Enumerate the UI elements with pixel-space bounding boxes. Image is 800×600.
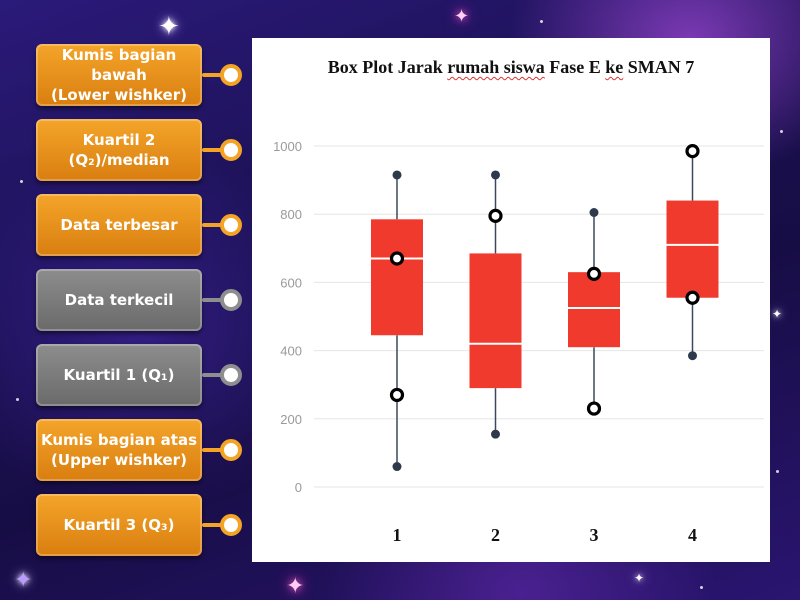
card-drag-handle[interactable] [220,364,242,386]
card-drag-handle[interactable] [220,214,242,236]
box-plot-chart: 0 200 400 600 800 1000 1 2 3 4 [273,139,764,545]
chart-title-part: SMAN 7 [623,57,695,77]
answer-card-min[interactable]: Data terkecil [36,269,202,331]
star-dot [540,20,543,23]
sparkle-star-icon: ✦ [454,6,470,27]
answer-card-label: Kumis bagian atas (Upper wishker) [40,430,198,469]
box-body [568,272,620,348]
box-body [666,200,719,298]
card-connector [202,523,224,527]
x-tick-label: 4 [688,525,697,545]
max-point [491,170,500,180]
card-drag-handle[interactable] [220,139,242,161]
answer-card-label: Kuartil 2 (Q₂)/median [68,130,170,169]
answer-card-median[interactable]: Kuartil 2 (Q₂)/median [36,119,202,181]
chart-title-part: rumah siswa [447,57,545,77]
y-tick-label: 0 [295,480,302,495]
box-body [469,253,522,389]
chart-title-part: ke [605,57,624,77]
max-point [589,207,599,217]
min-point [491,429,500,439]
box-body [371,219,423,336]
answer-card-label: Kuartil 1 (Q₁) [63,365,175,384]
card-connector [202,448,224,452]
min-point [688,351,697,361]
sparkle-star-icon: ✦ [634,571,645,585]
y-tick-label: 1000 [273,139,302,154]
answer-card-q3[interactable]: Kuartil 3 (Q₃) [36,494,202,556]
answer-card-label: Kuartil 3 (Q₃) [63,515,175,534]
card-connector [202,73,224,77]
drop-target-ring[interactable] [586,266,602,281]
star-dot [16,398,19,401]
star-dot [20,180,23,183]
sparkle-star-icon: ✦ [14,568,33,593]
answer-card-q1[interactable]: Kuartil 1 (Q₁) [36,344,202,406]
drop-target-ring[interactable] [685,144,700,159]
drop-target-ring[interactable] [685,290,700,305]
card-connector [202,148,224,152]
star-dot [780,130,783,133]
star-dot [776,470,779,473]
sparkle-star-icon: ✦ [158,12,180,42]
drop-target-ring[interactable] [488,208,503,224]
star-dot [700,586,703,589]
min-point [392,462,402,472]
chart-title-part: Fase E [544,57,606,77]
sparkle-star-icon: ✦ [286,574,305,599]
card-drag-handle[interactable] [220,439,242,461]
x-tick-label: 3 [590,525,599,545]
y-tick-label: 400 [280,344,302,359]
drop-target-ring[interactable] [389,251,405,266]
y-tick-label: 800 [280,207,302,222]
max-point [392,170,402,180]
chart-title-part: Box Plot Jarak [327,57,448,77]
answer-card-lower-whisker[interactable]: Kumis bagian bawah (Lower wishker) [36,44,202,106]
card-connector [202,298,224,302]
drop-target-ring[interactable] [389,387,405,403]
y-tick-label: 200 [280,412,302,427]
card-drag-handle[interactable] [220,64,242,86]
answer-card-label: Data terkecil [64,290,174,309]
answer-card-label: Data terbesar [60,215,178,234]
x-tick-label: 2 [491,525,500,545]
answer-card-label: Kumis bagian bawah (Lower wishker) [51,45,187,105]
drop-target-ring[interactable] [586,401,602,416]
card-drag-handle[interactable] [220,289,242,311]
answer-card-max[interactable]: Data terbesar [36,194,202,256]
y-tick-label: 600 [280,275,302,290]
x-tick-label: 1 [393,525,402,545]
card-connector [202,373,224,377]
box-plot-panel: Box Plot Jarak rumah siswa Fase E ke SMA… [252,38,770,562]
chart-title: Box Plot Jarak rumah siswa Fase E ke SMA… [252,57,770,78]
answer-card-upper-whisker[interactable]: Kumis bagian atas (Upper wishker) [36,419,202,481]
card-drag-handle[interactable] [220,514,242,536]
card-connector [202,223,224,227]
sparkle-star-icon: ✦ [772,307,783,321]
